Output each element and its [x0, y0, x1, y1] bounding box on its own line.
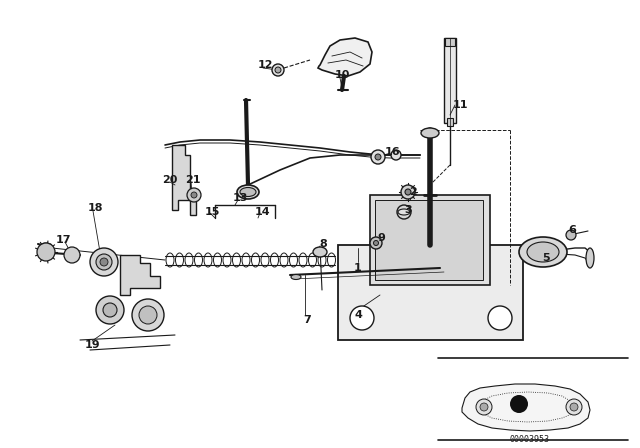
Text: 4: 4: [354, 310, 362, 320]
Circle shape: [391, 150, 401, 160]
Bar: [375, 200, 483, 280]
Circle shape: [510, 395, 528, 413]
Circle shape: [132, 299, 164, 331]
Circle shape: [570, 403, 578, 411]
Circle shape: [370, 237, 382, 249]
Circle shape: [37, 243, 55, 261]
Circle shape: [96, 254, 112, 270]
Ellipse shape: [237, 185, 259, 199]
Circle shape: [566, 399, 582, 415]
Ellipse shape: [398, 209, 410, 215]
Text: 9: 9: [377, 233, 385, 243]
Text: 7: 7: [303, 315, 311, 325]
Circle shape: [371, 150, 385, 164]
Ellipse shape: [240, 188, 256, 197]
Circle shape: [397, 205, 411, 219]
Text: 18: 18: [87, 203, 103, 213]
Text: 12: 12: [257, 60, 273, 70]
Circle shape: [139, 306, 157, 324]
Ellipse shape: [313, 247, 327, 257]
Circle shape: [480, 403, 488, 411]
Text: 14: 14: [254, 207, 270, 217]
Text: 11: 11: [452, 100, 468, 110]
Bar: [447, 118, 453, 126]
Text: 5: 5: [542, 253, 550, 263]
Circle shape: [374, 241, 378, 246]
Text: 16: 16: [385, 147, 401, 157]
Circle shape: [90, 248, 118, 276]
Ellipse shape: [527, 242, 559, 262]
Circle shape: [401, 185, 415, 199]
Text: 00003953: 00003953: [510, 435, 550, 444]
Circle shape: [191, 192, 197, 198]
Text: 13: 13: [232, 193, 248, 203]
Text: 8: 8: [319, 239, 327, 249]
Ellipse shape: [40, 243, 52, 249]
Polygon shape: [462, 384, 590, 431]
Circle shape: [566, 230, 576, 240]
Text: 1: 1: [354, 263, 362, 273]
Text: 6: 6: [568, 225, 576, 235]
Circle shape: [350, 306, 374, 330]
Polygon shape: [120, 255, 160, 295]
Text: 19: 19: [85, 340, 101, 350]
Ellipse shape: [586, 248, 594, 268]
Ellipse shape: [291, 275, 301, 280]
Bar: [444, 38, 456, 123]
Polygon shape: [318, 38, 372, 76]
Text: 20: 20: [163, 175, 178, 185]
Text: 10: 10: [334, 70, 349, 80]
Text: 17: 17: [55, 235, 71, 245]
Text: 21: 21: [185, 175, 201, 185]
Circle shape: [96, 296, 124, 324]
Circle shape: [272, 64, 284, 76]
Circle shape: [375, 154, 381, 160]
Circle shape: [100, 258, 108, 266]
Circle shape: [476, 399, 492, 415]
Ellipse shape: [519, 237, 567, 267]
Text: 15: 15: [204, 207, 220, 217]
Text: 2: 2: [409, 187, 417, 197]
Circle shape: [405, 189, 411, 195]
Bar: [370, 195, 490, 285]
Polygon shape: [172, 145, 196, 215]
Circle shape: [187, 188, 201, 202]
Ellipse shape: [421, 128, 439, 138]
Text: 3: 3: [404, 205, 412, 215]
Bar: [445, 38, 455, 46]
Circle shape: [275, 67, 281, 73]
Circle shape: [103, 303, 117, 317]
Circle shape: [488, 306, 512, 330]
Bar: [338, 245, 523, 340]
Circle shape: [64, 247, 80, 263]
